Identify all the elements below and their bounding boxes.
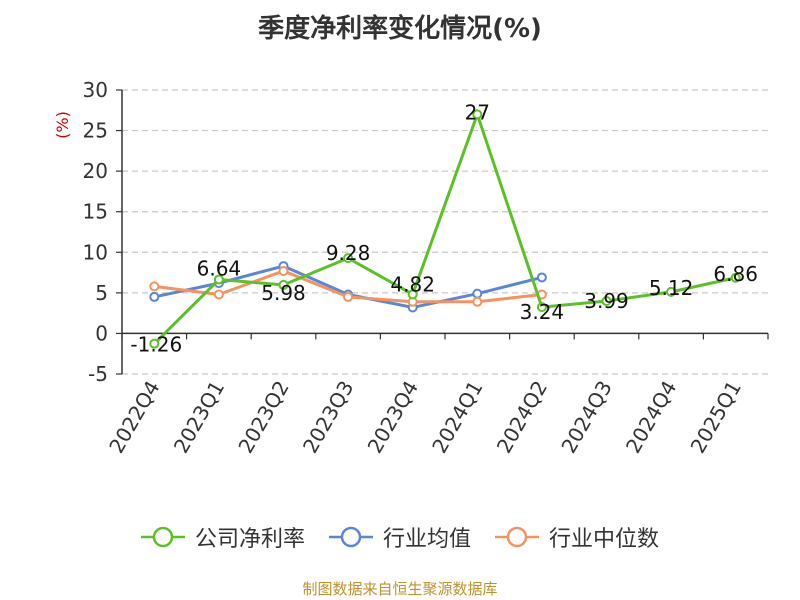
data-point xyxy=(149,338,160,349)
data-point xyxy=(666,286,677,297)
legend-label-industry-mean: 行业均值 xyxy=(382,527,471,552)
data-label: 6.64 xyxy=(197,257,242,281)
y-tick-label: 0 xyxy=(95,321,108,345)
series-line xyxy=(153,112,737,345)
data-point xyxy=(730,272,741,283)
y-tick-label: 10 xyxy=(83,240,108,264)
data-point xyxy=(536,272,547,283)
x-tick-label: 2024Q4 xyxy=(621,377,681,458)
x-tick-label: 2024Q2 xyxy=(492,377,552,458)
x-tick-label: 2023Q1 xyxy=(169,377,229,458)
y-tick-label: 20 xyxy=(83,159,108,183)
x-tick-label: 2025Q1 xyxy=(686,377,746,458)
chart-title: 季度净利率变化情况(%) xyxy=(258,14,542,44)
x-tick-label: 2024Q1 xyxy=(427,377,487,458)
data-point xyxy=(472,296,483,307)
legend-label-company: 公司净利率 xyxy=(194,527,305,552)
data-point xyxy=(536,302,547,313)
data-label: 9.28 xyxy=(326,241,371,265)
y-axis-label: (%) xyxy=(53,111,72,139)
data-label: 3.99 xyxy=(584,289,629,313)
y-tick-label: -5 xyxy=(88,362,108,386)
x-tick-label: 2023Q4 xyxy=(363,377,423,458)
data-label: 5.98 xyxy=(261,281,306,305)
data-point xyxy=(472,288,483,299)
data-point xyxy=(343,291,354,302)
data-label: 4.82 xyxy=(390,272,435,296)
data-point xyxy=(149,291,160,302)
y-tick-label: 5 xyxy=(95,281,108,305)
data-point xyxy=(601,296,612,307)
data-point xyxy=(149,281,160,292)
data-point xyxy=(343,253,354,264)
data-label: 6.86 xyxy=(713,262,758,286)
legend-item-company[interactable]: 公司净利率 xyxy=(140,521,305,553)
legend-marker-industry-median xyxy=(495,526,539,548)
data-label: 5.12 xyxy=(649,276,694,300)
legend-item-industry-median[interactable]: 行业中位数 xyxy=(495,521,659,553)
legend: 公司净利率 行业均值 行业中位数 xyxy=(0,520,800,554)
data-point xyxy=(278,265,289,276)
legend-label-industry-median: 行业中位数 xyxy=(549,527,660,552)
legend-marker-company xyxy=(140,526,185,548)
y-tick-label: 30 xyxy=(83,78,108,102)
data-point xyxy=(407,289,418,300)
y-tick-label: 15 xyxy=(83,200,108,224)
x-tick-label: 2024Q3 xyxy=(556,377,616,458)
data-source-note: 制图数据来自恒生聚源数据库 xyxy=(302,580,498,598)
x-tick-label: 2023Q3 xyxy=(298,377,358,458)
legend-item-industry-mean[interactable]: 行业均值 xyxy=(328,521,471,553)
data-label: 27 xyxy=(465,100,490,124)
data-point xyxy=(213,289,224,300)
x-tick-label: 2023Q2 xyxy=(233,377,293,458)
data-point xyxy=(472,109,483,120)
data-label: 3.24 xyxy=(520,300,565,324)
data-label: -1.26 xyxy=(130,333,182,357)
x-tick-label: 2022Q4 xyxy=(104,377,164,458)
legend-marker-industry-mean xyxy=(328,526,373,548)
y-tick-label: 25 xyxy=(83,119,108,143)
data-point xyxy=(278,279,289,290)
data-point xyxy=(213,274,224,285)
